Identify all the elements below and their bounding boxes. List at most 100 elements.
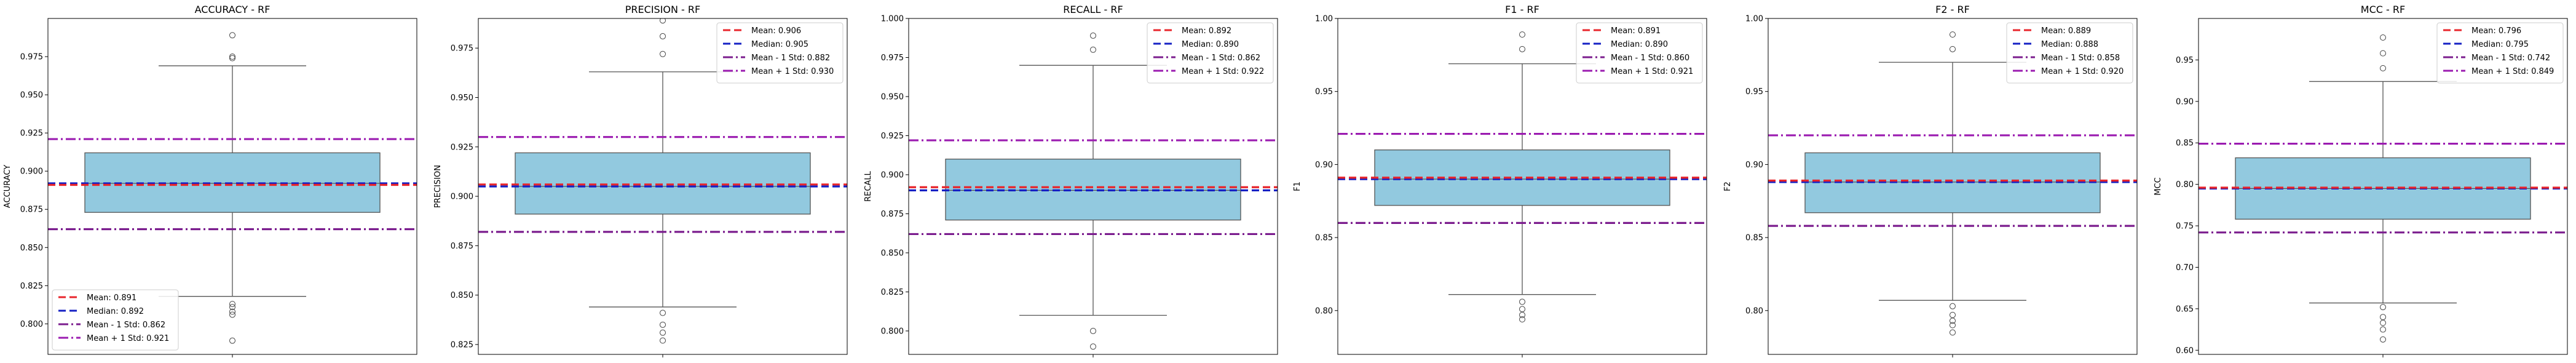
outlier-point xyxy=(1950,317,1956,324)
outlier-point xyxy=(229,304,235,311)
plot-area xyxy=(48,32,417,344)
outlier-point xyxy=(2380,326,2386,333)
legend-label-mean: Mean: 0.891 xyxy=(87,293,136,303)
legend-label-mean-minus-std: Mean - 1 Std: 0.860 xyxy=(1611,54,1689,63)
legend-label-mean: Mean: 0.889 xyxy=(2041,26,2091,36)
y-tick-label: 0.90 xyxy=(1745,161,1763,170)
legend: Mean: 0.891 Median: 0.890 Mean - 1 Std: 0.… xyxy=(1576,22,1703,84)
outlier-point xyxy=(229,54,235,60)
plot-area xyxy=(1338,31,1707,323)
y-tick-label: 1.00 xyxy=(1315,15,1333,24)
y-tick-label: 0.80 xyxy=(2176,180,2194,189)
outlier-point xyxy=(229,308,235,315)
y-axis-label: ACCURACY xyxy=(3,165,12,208)
outlier-point xyxy=(2380,50,2386,57)
outlier-point xyxy=(1090,46,1096,53)
y-tick-label: 0.95 xyxy=(1315,87,1333,97)
outlier-point xyxy=(2380,34,2386,41)
outlier-point xyxy=(229,301,235,308)
y-tick-label: 0.925 xyxy=(881,132,904,141)
y-tick-label: 0.85 xyxy=(1315,234,1333,243)
y-tick-label: 0.90 xyxy=(1315,161,1333,170)
legend: Mean: 0.796 Median: 0.795 Mean - 1 Std: 0.… xyxy=(2436,22,2564,84)
legend-frame xyxy=(1576,22,1703,84)
y-tick-label: 0.950 xyxy=(881,92,904,102)
chart-panel-1: 0.800 0.825 0.850 0.875 0.900 0.925 0.950 0.975… xyxy=(3,4,417,357)
y-tick-label: 1.00 xyxy=(1745,15,1763,24)
outlier-point xyxy=(229,311,235,318)
y-tick-label: 0.95 xyxy=(2176,56,2194,65)
y-tick-label: 0.850 xyxy=(451,291,473,300)
chart-title: PRECISION - RF xyxy=(625,4,700,15)
outlier-point xyxy=(229,32,235,39)
plot-area xyxy=(909,32,1278,350)
legend-frame xyxy=(2006,22,2133,84)
y-tick-label: 0.950 xyxy=(451,94,473,103)
chart-panel-4: 0.80 0.85 0.90 0.95 1.00 F1 - RF F1 Mean: 0.891… xyxy=(1293,4,1707,357)
y-tick-label: 0.90 xyxy=(2176,97,2194,106)
outlier-point xyxy=(1950,322,1956,329)
y-tick-label: 0.60 xyxy=(2176,346,2194,356)
outlier-point xyxy=(660,321,666,328)
y-tick-label: 0.800 xyxy=(881,327,904,336)
legend-label-mean-minus-std: Mean - 1 Std: 0.742 xyxy=(2471,54,2550,63)
y-tick-label: 0.950 xyxy=(20,91,43,100)
chart-title: F1 - RF xyxy=(1505,4,1539,15)
legend-label-mean-minus-std: Mean - 1 Std: 0.858 xyxy=(2041,54,2120,63)
y-tick-label: 0.85 xyxy=(2176,139,2194,148)
plot-area xyxy=(478,18,847,344)
chart-panel-5: 0.80 0.85 0.90 0.95 1.00 F2 - RF F2 Mean: 0.889… xyxy=(1723,4,2138,357)
y-tick-label: 0.825 xyxy=(881,288,904,297)
legend-label-mean-plus-std: Mean + 1 Std: 0.920 xyxy=(2041,67,2124,76)
chart-panel-2: 0.825 0.850 0.875 0.900 0.925 0.950 0.975 PRECI… xyxy=(433,4,848,357)
legend: Mean: 0.906 Median: 0.905 Mean - 1 Std: 0.… xyxy=(716,22,844,84)
legend-label-median: Median: 0.905 xyxy=(751,40,808,49)
box-iqr xyxy=(515,152,811,215)
y-tick-label: 0.925 xyxy=(20,129,43,138)
plot-area xyxy=(1768,31,2137,336)
outlier-point xyxy=(660,329,666,336)
outlier-point xyxy=(229,337,235,344)
legend-label-median: Median: 0.890 xyxy=(1182,40,1239,49)
legend-label-median: Median: 0.795 xyxy=(2471,40,2529,49)
outlier-point xyxy=(1519,298,1525,305)
y-tick-label: 0.925 xyxy=(451,143,473,152)
y-tick-label: 0.900 xyxy=(881,170,904,180)
outlier-point xyxy=(1090,343,1096,350)
chart-title: F2 - RF xyxy=(1935,4,1970,15)
legend-frame xyxy=(1147,22,1274,84)
y-axis-label: MCC xyxy=(2154,177,2163,195)
outlier-point xyxy=(660,18,666,24)
legend: Mean: 0.889 Median: 0.888 Mean - 1 Std: 0.… xyxy=(2006,22,2133,84)
legend-label-mean-plus-std: Mean + 1 Std: 0.849 xyxy=(2471,67,2554,76)
outlier-point xyxy=(1090,32,1096,39)
y-axis-label: PRECISION xyxy=(433,165,443,208)
outlier-point xyxy=(660,50,666,57)
legend-label-mean: Mean: 0.906 xyxy=(751,26,801,36)
outlier-point xyxy=(2380,304,2386,311)
outlier-point xyxy=(1519,31,1525,38)
legend: Mean: 0.892 Median: 0.890 Mean - 1 Std: 0.… xyxy=(1147,22,1274,84)
y-tick-label: 0.875 xyxy=(881,210,904,219)
legend-label-median: Median: 0.890 xyxy=(1611,40,1668,49)
legend-frame xyxy=(716,22,844,84)
y-tick-label: 0.825 xyxy=(20,282,43,291)
outlier-point xyxy=(1950,303,1956,309)
chart-panel-6: 0.60 0.65 0.70 0.75 0.80 0.85 0.90 0.95 MCC - RF… xyxy=(2154,4,2568,357)
legend-label-mean: Mean: 0.891 xyxy=(1611,26,1661,36)
legend-label-mean-minus-std: Mean - 1 Std: 0.862 xyxy=(87,321,165,330)
y-tick-label: 0.900 xyxy=(451,193,473,202)
outlier-point xyxy=(1090,327,1096,334)
legend-label-mean-plus-std: Mean + 1 Std: 0.930 xyxy=(751,67,834,76)
outlier-point xyxy=(229,55,235,62)
legend-frame xyxy=(52,289,179,351)
chart-title: ACCURACY - RF xyxy=(195,4,271,15)
outlier-point xyxy=(1519,311,1525,318)
y-tick-label: 0.975 xyxy=(20,53,43,62)
outlier-point xyxy=(2380,319,2386,326)
y-tick-label: 0.875 xyxy=(20,205,43,215)
y-tick-label: 0.850 xyxy=(881,249,904,258)
y-tick-label: 0.80 xyxy=(1315,306,1333,316)
